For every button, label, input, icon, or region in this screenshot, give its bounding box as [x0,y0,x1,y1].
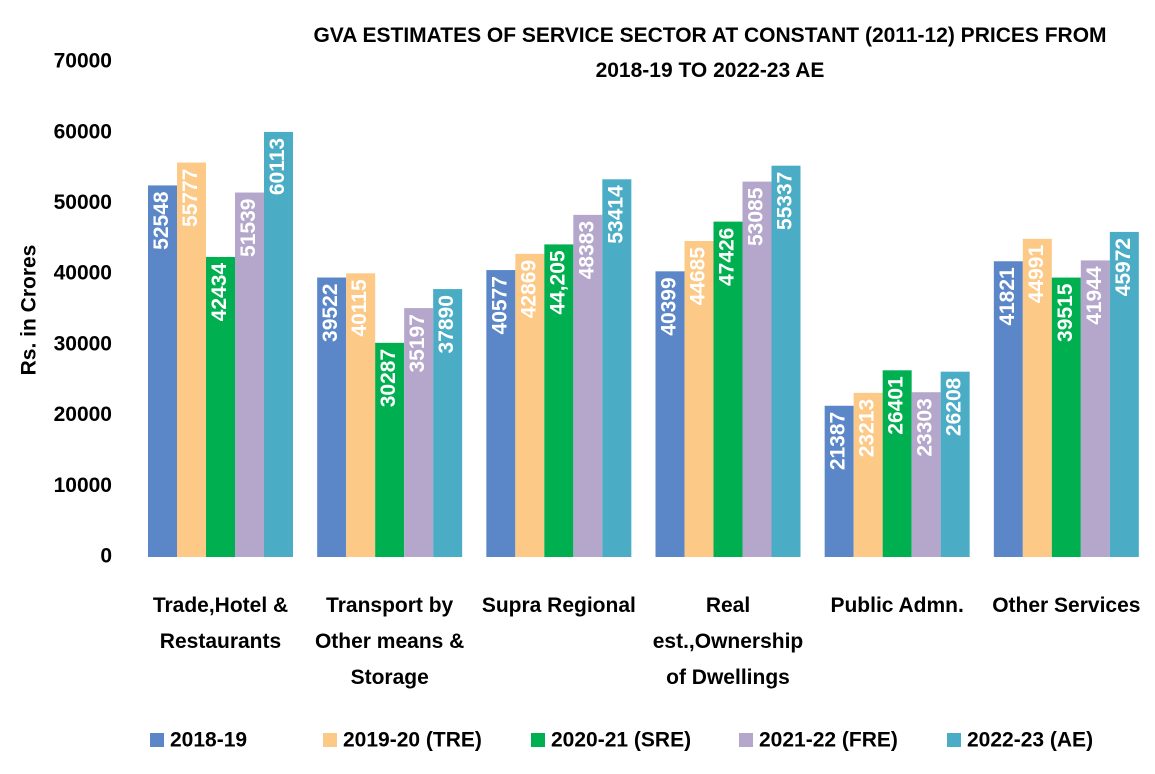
value-label: 55777 [179,169,202,227]
value-label: 42869 [517,260,540,318]
legend-swatch [150,733,164,747]
bar [853,392,883,557]
y-tick-label: 0 [100,545,112,568]
value-label: 44685 [687,247,710,306]
bar [375,342,405,557]
x-tick-label: Other Services [992,594,1141,617]
value-label: 26401 [885,376,908,435]
bar [1109,231,1139,557]
value-label: 55337 [774,172,797,230]
legend-label: 2022-23 (AE) [967,729,1093,752]
bar [264,131,293,557]
value-label: 40399 [658,277,681,335]
bar [882,370,912,557]
legend-label: 2021-22 (FRE) [759,729,898,752]
x-tick-label: Real est.,Ownership of Dwellings [652,594,804,689]
bar [771,165,801,557]
bar [911,392,941,557]
value-label: 26208 [943,377,966,436]
value-label: 35197 [406,314,429,372]
bar [602,179,632,557]
bar [235,192,264,557]
bar [544,244,574,557]
y-tick-label: 20000 [54,403,112,426]
bar [1051,277,1081,557]
bar [317,277,347,557]
value-label: 30287 [377,349,400,407]
bar [433,289,463,557]
legend-label: 2020-21 (SRE) [551,729,691,752]
bar [206,256,235,557]
x-tick-label: Public Admn. [830,594,964,617]
value-label: 39522 [319,284,342,342]
legend-swatch [947,733,961,747]
legend-swatch [323,733,337,747]
y-tick-label: 10000 [54,474,112,497]
bar [486,270,516,557]
legend-swatch [739,733,753,747]
bar [713,221,743,557]
value-label: 48383 [575,221,598,279]
bar [1022,238,1052,557]
value-label: 47426 [716,228,739,286]
value-label: 39515 [1054,283,1077,342]
bar [346,273,376,557]
value-label: 42434 [208,263,231,322]
value-label: 52548 [150,191,173,250]
chart-title: GVA ESTIMATES OF SERVICE SECTOR AT CONST… [313,24,1107,82]
bar [824,405,854,557]
value-label: 37890 [435,295,458,353]
x-tick-label: Trade,Hotel & Restaurants [152,594,289,653]
y-axis-label: Rs. in Crores [18,245,41,376]
bar [177,162,206,557]
y-tick-label: 30000 [54,332,112,355]
bar [515,253,545,558]
value-label: 44991 [1025,245,1048,304]
y-tick-label: 60000 [54,120,112,143]
bar [742,181,772,557]
value-label: 53414 [604,185,627,244]
bar [940,371,970,557]
bar [1080,260,1110,557]
x-tick-label: Transport by Other means & Storage [314,594,465,689]
y-tick-label: 40000 [54,262,112,285]
bar [148,185,177,557]
value-label: 21387 [827,412,850,470]
bar [573,214,603,557]
bar [655,271,685,557]
bar [684,241,714,557]
value-label: 40577 [488,276,511,334]
bar [404,308,434,557]
value-label: 41944 [1083,266,1106,325]
value-label: 41821 [996,267,1019,326]
value-label: 40115 [348,279,371,337]
value-label: 53085 [745,187,768,246]
value-label: 23303 [914,398,937,456]
x-tick-label: Supra Regional [481,594,636,617]
value-label: 60113 [266,138,289,195]
value-label: 44,205 [546,250,569,315]
value-label: 23213 [856,399,879,457]
legend-label: 2018-19 [170,729,247,752]
y-tick-label: 50000 [54,191,112,214]
value-label: 45972 [1112,238,1135,296]
y-tick-label: 70000 [54,50,112,73]
value-label: 51539 [237,199,260,257]
legend-label: 2019-20 (TRE) [343,729,482,752]
legend-swatch [531,733,545,747]
bar [993,261,1023,557]
